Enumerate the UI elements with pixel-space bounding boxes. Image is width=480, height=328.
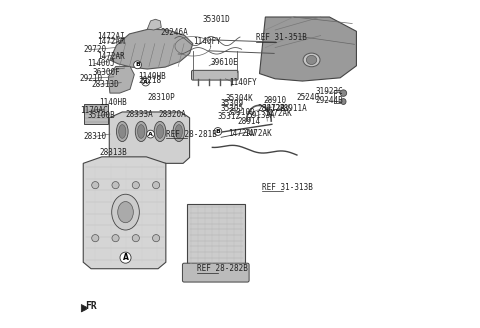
Ellipse shape [118, 202, 133, 223]
Polygon shape [84, 104, 108, 124]
Text: 35305: 35305 [220, 104, 244, 113]
Text: 28910: 28910 [264, 96, 287, 105]
Text: 28912B: 28912B [258, 104, 286, 113]
Text: 28310P: 28310P [147, 93, 175, 102]
Text: 29720: 29720 [84, 45, 107, 54]
Text: 28911A: 28911A [280, 104, 307, 113]
Text: 1170AC: 1170AC [80, 106, 108, 115]
Circle shape [142, 78, 150, 86]
Text: 1472AI: 1472AI [97, 32, 125, 41]
Text: 28914: 28914 [238, 116, 261, 126]
Text: A: A [143, 80, 148, 85]
Text: REF 28-282B: REF 28-282B [197, 264, 248, 273]
Polygon shape [83, 157, 166, 269]
Text: 1472AV: 1472AV [262, 104, 290, 113]
Text: 1140FY: 1140FY [229, 77, 257, 87]
Text: 29210: 29210 [79, 74, 102, 83]
Circle shape [92, 182, 99, 189]
Circle shape [132, 235, 139, 242]
Polygon shape [187, 204, 245, 266]
Text: 1472AV: 1472AV [228, 129, 255, 138]
Polygon shape [81, 304, 86, 312]
Text: REF 31-351B: REF 31-351B [256, 33, 307, 42]
Polygon shape [109, 112, 190, 163]
Text: 28313B: 28313B [99, 148, 127, 157]
Text: 1140HB: 1140HB [139, 72, 166, 81]
Ellipse shape [173, 121, 185, 142]
Circle shape [147, 130, 155, 138]
Circle shape [153, 235, 160, 242]
Ellipse shape [119, 125, 126, 138]
Text: 35100B: 35100B [87, 112, 115, 120]
Ellipse shape [138, 125, 144, 138]
Polygon shape [147, 19, 161, 30]
Ellipse shape [112, 194, 139, 230]
Circle shape [132, 182, 139, 189]
Ellipse shape [340, 90, 347, 96]
Text: 35301D: 35301D [203, 15, 230, 24]
Text: 39610E: 39610E [210, 58, 238, 67]
Text: 35304K: 35304K [226, 94, 253, 103]
FancyBboxPatch shape [192, 70, 238, 80]
Text: FR: FR [85, 301, 97, 312]
Text: 35309: 35309 [220, 99, 244, 108]
Text: 36300F: 36300F [93, 68, 121, 77]
Text: 28310: 28310 [84, 132, 107, 141]
Text: 1140HB: 1140HB [99, 98, 127, 107]
Text: 1472AK: 1472AK [264, 109, 292, 118]
Circle shape [120, 252, 131, 263]
Text: 35310D: 35310D [228, 108, 255, 117]
Polygon shape [110, 29, 193, 69]
Text: 35312: 35312 [217, 113, 240, 121]
Ellipse shape [135, 121, 147, 142]
Text: 59133A: 59133A [247, 112, 275, 120]
Ellipse shape [154, 121, 166, 142]
Ellipse shape [303, 53, 320, 67]
Ellipse shape [175, 125, 182, 138]
Text: 1472AR: 1472AR [97, 52, 125, 61]
Text: 29218: 29218 [139, 76, 162, 85]
Polygon shape [108, 67, 134, 93]
Ellipse shape [156, 125, 164, 138]
Text: 25240: 25240 [297, 93, 320, 102]
Ellipse shape [306, 55, 317, 65]
Circle shape [92, 235, 99, 242]
Text: 29244B: 29244B [315, 96, 343, 105]
Text: REF 28-281B: REF 28-281B [166, 130, 217, 138]
Text: 31923C: 31923C [315, 87, 343, 96]
Text: 29246A: 29246A [160, 28, 188, 37]
Text: 1140FY: 1140FY [193, 36, 221, 46]
Text: A: A [148, 132, 153, 136]
FancyBboxPatch shape [182, 263, 249, 282]
Text: 28313D: 28313D [91, 80, 119, 89]
Polygon shape [260, 17, 357, 81]
Circle shape [153, 182, 160, 189]
Text: 1472AM: 1472AM [97, 36, 125, 46]
Text: REF 31-313B: REF 31-313B [262, 183, 313, 192]
Circle shape [214, 128, 222, 135]
Text: B: B [216, 129, 220, 134]
Text: 28320A: 28320A [158, 110, 186, 119]
Circle shape [112, 182, 119, 189]
Ellipse shape [341, 99, 346, 105]
Circle shape [133, 61, 142, 69]
Ellipse shape [117, 121, 128, 142]
Text: 11400J: 11400J [87, 59, 115, 68]
Text: 28333A: 28333A [126, 110, 153, 119]
Text: 1472AK: 1472AK [244, 129, 272, 138]
Text: B: B [135, 62, 140, 67]
Circle shape [112, 235, 119, 242]
Text: A: A [122, 253, 129, 262]
